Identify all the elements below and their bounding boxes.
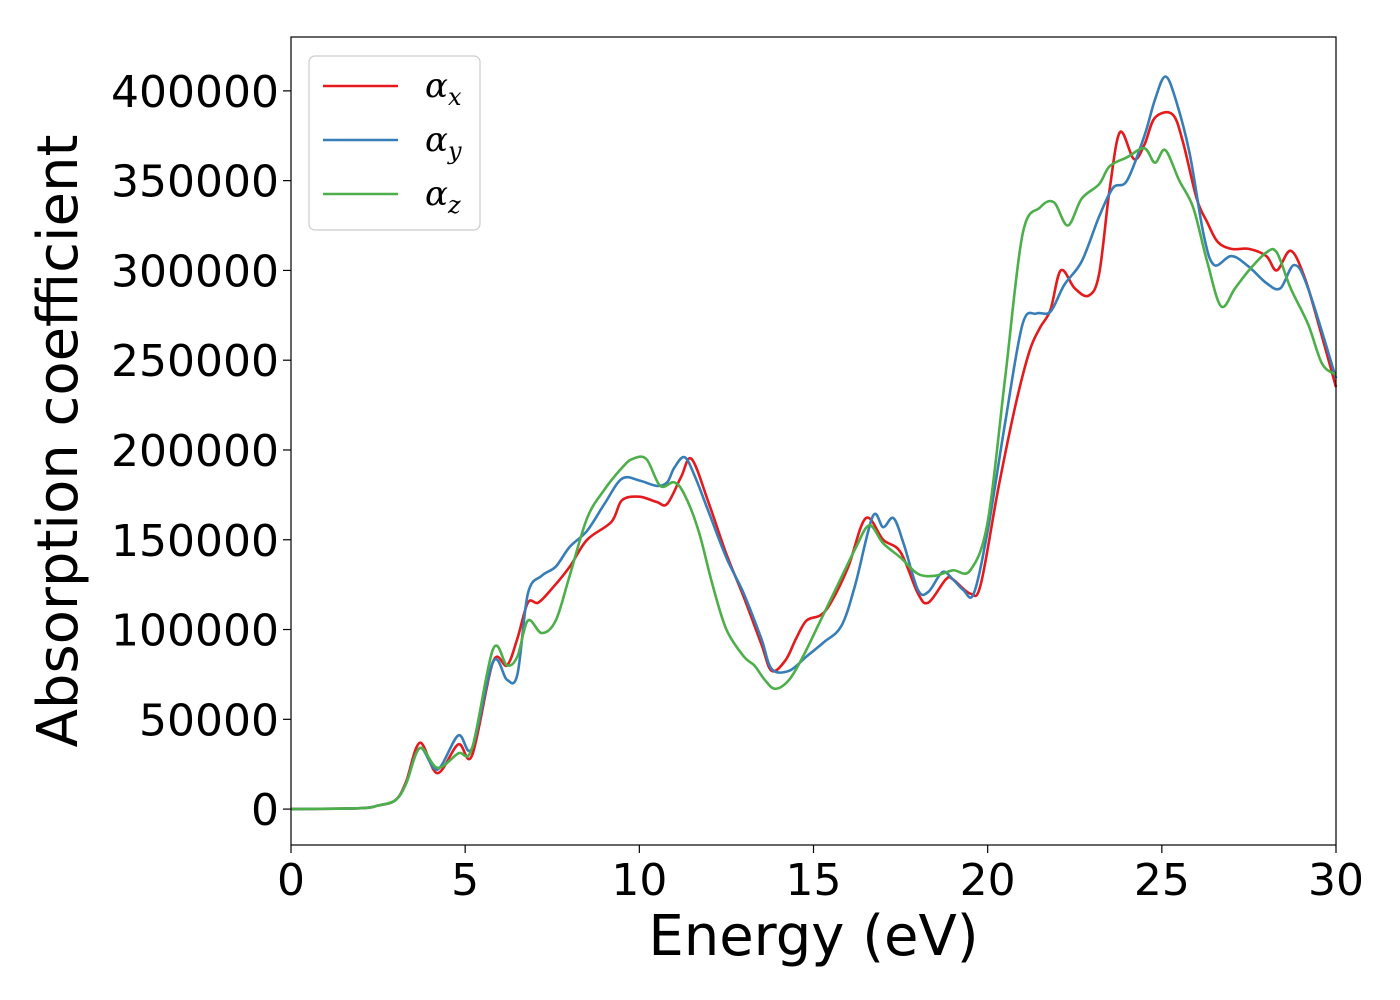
x-tick-label: 5 <box>451 855 479 906</box>
y-tick-label: 100000 <box>111 606 279 657</box>
y-tick-label: 50000 <box>139 695 279 746</box>
legend-label-y: αy <box>425 120 462 165</box>
series-line-z <box>290 146 1337 811</box>
y-tick-label: 150000 <box>111 516 279 567</box>
y-tick-label: 250000 <box>111 336 279 387</box>
series-line-y <box>290 75 1338 811</box>
x-tick-label: 15 <box>786 855 842 906</box>
legend-box <box>308 55 481 231</box>
ticks-layer: 0 5 10 15 20 25 30 0 50000 100000 150000 200000 2500… <box>111 67 1364 906</box>
x-tick-label: 20 <box>960 855 1016 906</box>
x-tick-label: 30 <box>1308 855 1364 906</box>
x-tick-label: 10 <box>611 855 667 906</box>
y-axis-label: Absorption coefficient <box>26 135 91 748</box>
y-tick-label: 300000 <box>111 246 279 297</box>
legend-label-x: αx <box>425 66 462 111</box>
y-tick-label: 400000 <box>111 67 279 118</box>
legend: αx αy αz <box>308 55 481 231</box>
y-tick-label: 200000 <box>111 426 279 477</box>
series-layer <box>290 75 1338 811</box>
legend-label-z: αz <box>425 174 461 219</box>
y-tick-label: 350000 <box>111 157 279 208</box>
x-tick-label: 25 <box>1134 855 1190 906</box>
x-tick-label: 0 <box>277 855 305 906</box>
x-axis-label: Energy (eV) <box>648 904 978 969</box>
y-tick-label: 0 <box>251 785 279 836</box>
